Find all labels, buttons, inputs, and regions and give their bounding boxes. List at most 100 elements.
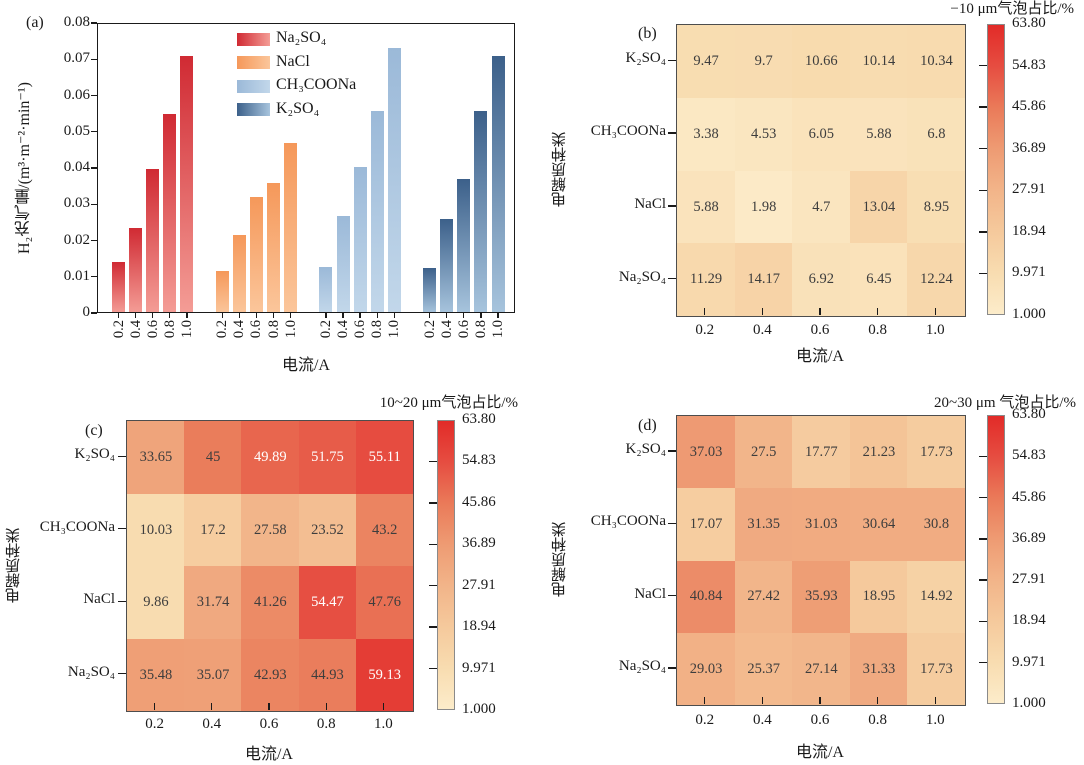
panel-label-c: (c) <box>85 422 103 439</box>
panel-a-bar-chart: (a) H₂充气量/(m³·m⁻²·min⁻¹) 电流/A 0 0.01 0.02 0… <box>0 0 545 382</box>
heatmap-cell: 31.33 <box>849 632 908 705</box>
colorbar-tick <box>429 502 437 504</box>
row-tick <box>668 450 676 452</box>
colorbar-tick <box>979 272 987 275</box>
heatmap-cell: 6.05 <box>792 97 851 172</box>
row-label: CH₃COONa <box>39 518 115 535</box>
legend-label: NaCl <box>276 52 310 70</box>
col-label: 0.2 <box>695 322 715 338</box>
col-tick <box>153 703 156 710</box>
col-label: 0.4 <box>753 322 772 338</box>
row-tick <box>668 594 676 597</box>
heatmap-cell-value: 35.07 <box>196 666 230 683</box>
heatmap-cell-value: 3.38 <box>693 125 719 142</box>
heatmap-cell: 31.35 <box>734 488 793 562</box>
col-tick <box>268 703 270 710</box>
bar <box>249 197 263 313</box>
row-label: NaCl <box>634 585 666 602</box>
col-tick <box>325 703 327 710</box>
heatmap-cell-value: 13.04 <box>862 198 896 215</box>
colorbar-tick <box>429 460 437 463</box>
bar <box>370 110 384 313</box>
legend-swatch <box>237 56 270 69</box>
legend-swatch <box>237 103 270 116</box>
bar <box>215 271 229 313</box>
legend-label: CH₃COONa <box>276 76 357 93</box>
y-tick-label: 0.08 <box>63 14 90 30</box>
y-tick-label: 0.02 <box>63 231 90 248</box>
x-tick-label: 0.4 <box>335 320 351 339</box>
heatmap-cell: 30.64 <box>849 488 908 562</box>
x-tick-label: 1.0 <box>282 320 299 339</box>
y-tick <box>91 22 97 24</box>
heatmap-cell-value: 29.03 <box>689 660 723 677</box>
heatmap-cell-value: 44.93 <box>311 666 344 683</box>
heatmap-cell: 9.86 <box>127 566 185 640</box>
heatmap-cell-value: 31.33 <box>862 660 896 677</box>
col-label: 1.0 <box>374 716 393 732</box>
heatmap-cell: 44.93 <box>298 638 357 711</box>
colorbar-tick <box>429 585 437 587</box>
heatmap-cell: 54.47 <box>298 566 357 640</box>
heatmap-cell-value: 4.7 <box>812 198 831 215</box>
row-tick <box>668 59 676 62</box>
row-label: K₂SO₄ <box>625 50 666 67</box>
colorbar-tick <box>979 455 987 457</box>
x-tick-label: 1.0 <box>386 320 403 339</box>
legend-item: Na₂SO₄ <box>237 27 387 51</box>
heatmap-cell-value: 14.17 <box>747 271 780 288</box>
x-tick <box>325 313 327 318</box>
colorbar-title-c: 10~20 μm气泡占比/% <box>379 395 518 411</box>
legend-item: CH₃COONa <box>237 74 387 98</box>
row-tick <box>668 667 676 669</box>
colorbar-tick <box>979 231 987 233</box>
col-tick <box>382 703 385 710</box>
legend-label: K₂SO₄ <box>276 99 320 117</box>
x-tick <box>393 313 395 318</box>
heatmap-cell-value: 5.88 <box>693 198 719 215</box>
col-label: 0.8 <box>316 716 336 732</box>
y-tick-label: 0.06 <box>63 86 90 103</box>
heatmap-cell: 17.73 <box>907 632 965 705</box>
x-tick <box>117 313 120 318</box>
y-tick <box>91 131 97 133</box>
col-label: 0.6 <box>259 716 279 732</box>
colorbar-tick-label: 54.83 <box>462 452 496 469</box>
bar <box>440 218 454 313</box>
heatmap-cell: 40.84 <box>677 560 736 634</box>
colorbar <box>437 420 455 710</box>
panel-c-heatmap: 10~20 μm气泡占比/% (c) 电解质种类 电流/A 33.65 45 49.… <box>0 382 542 765</box>
bar <box>474 111 488 313</box>
heatmap-cell: 49.89 <box>241 421 300 495</box>
colorbar-tick-label: 45.86 <box>462 493 496 510</box>
y-tick <box>91 167 97 169</box>
colorbar-tick-label: 9.971 <box>1012 653 1046 670</box>
col-tick <box>761 697 764 704</box>
heatmap-cell-value: 30.8 <box>923 516 950 533</box>
heatmap-cell: 9.47 <box>677 25 736 99</box>
heatmap-cell: 30.8 <box>907 488 965 562</box>
colorbar-tick-label: 54.83 <box>1012 447 1046 464</box>
x-tick <box>272 313 275 318</box>
colorbar <box>987 24 1005 315</box>
heatmap-cell-value: 14.92 <box>920 588 953 605</box>
heatmap-cell: 47.76 <box>355 566 413 640</box>
panel-label-b: (b) <box>638 25 657 42</box>
row-label: CH₃COONa <box>590 123 666 140</box>
x-tick-label: 0.8 <box>369 320 386 339</box>
heatmap-cell-value: 10.66 <box>804 53 838 70</box>
heatmap-cell-value: 11.29 <box>690 271 723 288</box>
colorbar-tick-label: 36.89 <box>1012 139 1046 156</box>
x-tick-label: 0.2 <box>317 320 334 339</box>
x-tick-label: 0.4 <box>127 320 144 339</box>
heatmap-cell-value: 4.53 <box>751 125 777 142</box>
heatmap-grid: 37.03 27.5 17.77 21.23 17.73 17.07 31.35 31.03 3… <box>676 415 966 706</box>
row-tick <box>118 673 126 675</box>
x-axis-label-b: 电流/A <box>795 348 844 365</box>
panel-b-heatmap: −10 μm气泡占比/% (b) 电解质种类 电流/A 9.47 9.7 10.66… <box>542 0 1084 382</box>
x-tick <box>446 313 448 318</box>
row-label: NaCl <box>83 591 115 608</box>
heatmap-cell-value: 5.88 <box>866 125 892 142</box>
col-label: 0.4 <box>202 716 222 732</box>
colorbar-tick-label: 63.80 <box>1012 15 1046 31</box>
